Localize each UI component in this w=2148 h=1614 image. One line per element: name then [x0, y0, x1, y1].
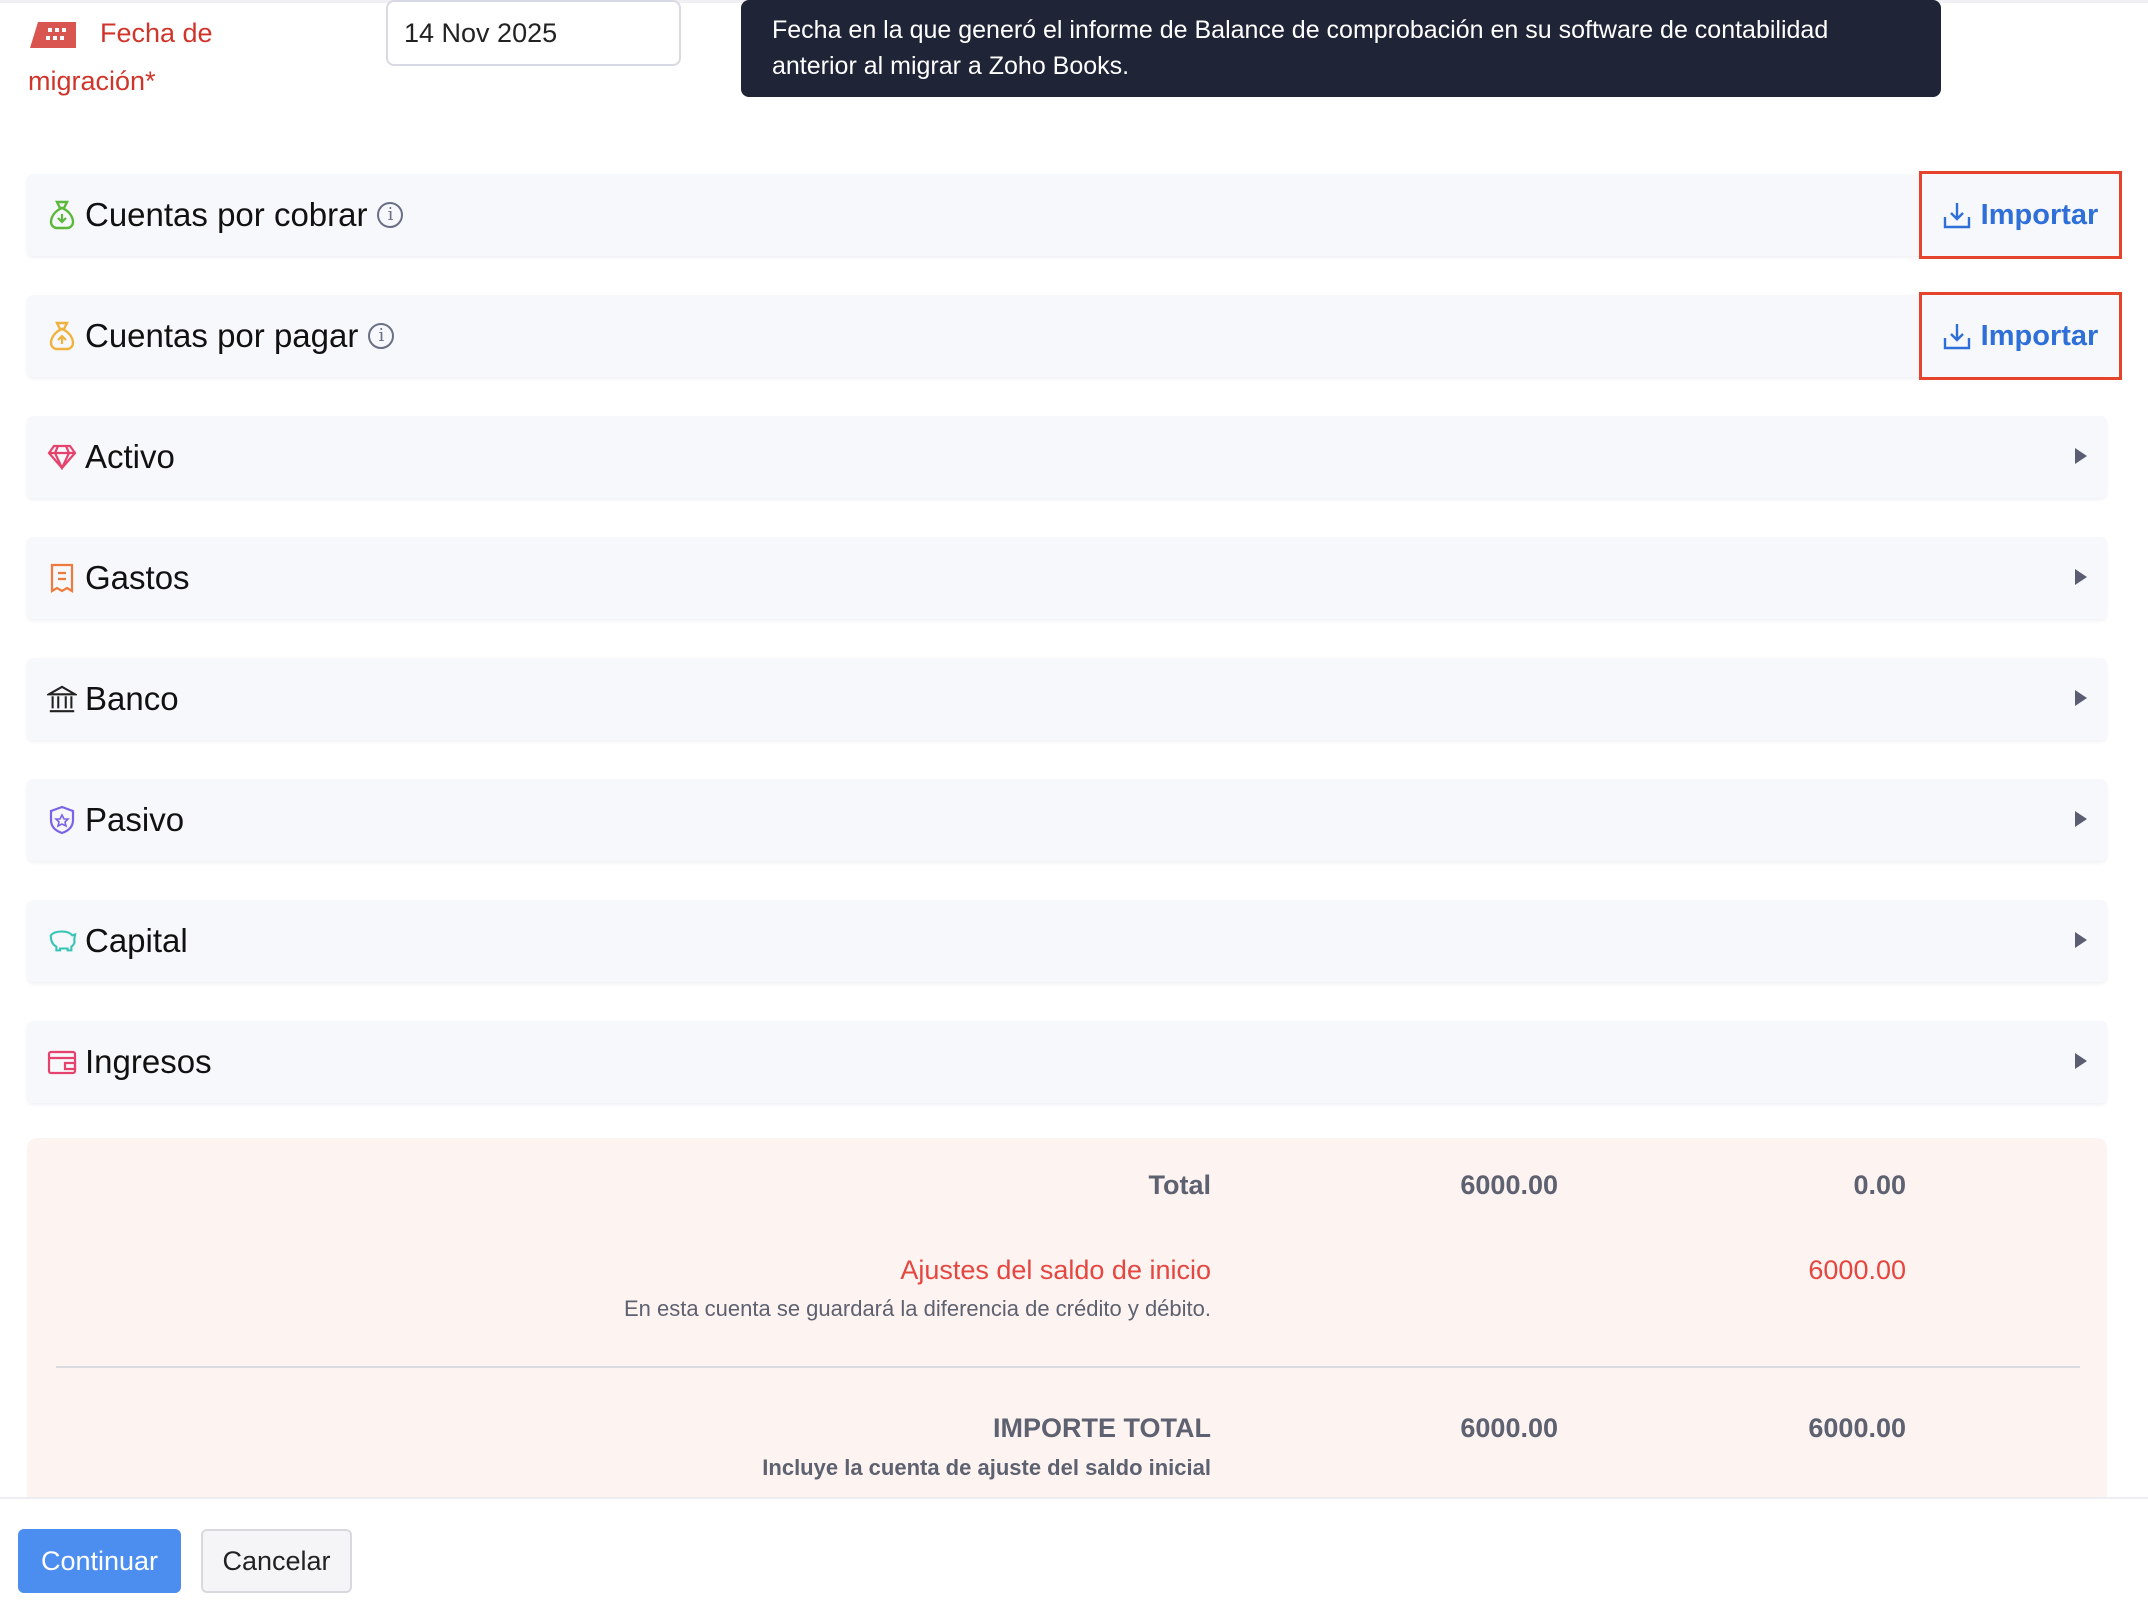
- section-row-activo[interactable]: Activo: [27, 416, 2107, 498]
- adjustment-note: En esta cuenta se guardará la diferencia…: [623, 1296, 1211, 1321]
- adjustment-credit: 6000.00: [1808, 1255, 1906, 1285]
- section-row-ingresos[interactable]: Ingresos: [27, 1021, 2107, 1103]
- continue-button[interactable]: Continuar: [18, 1529, 181, 1593]
- expand-arrow-icon[interactable]: [2075, 690, 2087, 706]
- section-title: Banco: [85, 680, 179, 717]
- section-title: Ingresos: [85, 1043, 212, 1080]
- expand-arrow-icon[interactable]: [2075, 448, 2087, 464]
- section-title: Cuentas por pagar: [85, 317, 359, 354]
- wallet-icon: [47, 1047, 77, 1077]
- section-title: Pasivo: [85, 801, 185, 838]
- money-bag-down-icon: [47, 200, 77, 230]
- section-title: Cuentas por cobrar: [85, 196, 368, 233]
- section-title: Gastos: [85, 559, 190, 596]
- section-row-cuentas-por-pagar[interactable]: Cuentas por pagar i: [27, 295, 2107, 377]
- migration-date-label-2: migración*: [28, 66, 156, 96]
- shield-icon: [47, 805, 77, 835]
- section-row-gastos[interactable]: Gastos: [27, 537, 2107, 619]
- import-label: Importar: [1980, 198, 2099, 231]
- expand-arrow-icon[interactable]: [2075, 1053, 2087, 1069]
- adjustment-label[interactable]: Ajustes del saldo de inicio: [900, 1255, 1211, 1285]
- total-label: Total: [1148, 1170, 1212, 1200]
- expand-arrow-icon[interactable]: [2075, 811, 2087, 827]
- import-button[interactable]: Importar: [1919, 292, 2122, 380]
- grand-total-note: Incluye la cuenta de ajuste del saldo in…: [762, 1455, 1211, 1480]
- divider: [56, 1366, 2080, 1368]
- section-title: Capital: [85, 922, 188, 959]
- section-row-banco[interactable]: Banco: [27, 658, 2107, 740]
- expand-arrow-icon[interactable]: [2075, 932, 2087, 948]
- diamond-icon: [47, 442, 77, 472]
- migration-date-input[interactable]: 14 Nov 2025: [386, 0, 681, 66]
- receipt-icon: [47, 563, 77, 593]
- info-icon[interactable]: i: [377, 202, 404, 228]
- piggy-bank-icon: [47, 926, 77, 956]
- download-icon: [1943, 324, 1970, 350]
- section-row-pasivo[interactable]: Pasivo: [27, 779, 2107, 861]
- calendar-icon: [30, 22, 76, 48]
- grand-total-label: IMPORTE TOTAL: [993, 1413, 1211, 1443]
- info-icon[interactable]: i: [368, 323, 395, 349]
- summary-panel: [27, 1138, 2107, 1518]
- total-debit: 6000.00: [1460, 1170, 1558, 1200]
- bank-icon: [47, 684, 77, 714]
- section-row-capital[interactable]: Capital: [27, 900, 2107, 982]
- cancel-button[interactable]: Cancelar: [201, 1529, 352, 1593]
- section-title: Activo: [85, 438, 175, 475]
- tooltip: Fecha en la que generó el informe de Bal…: [741, 0, 1941, 97]
- expand-arrow-icon[interactable]: [2075, 569, 2087, 585]
- download-icon: [1943, 203, 1970, 229]
- import-label: Importar: [1980, 319, 2099, 352]
- grand-total-debit: 6000.00: [1460, 1413, 1558, 1443]
- grand-total-credit: 6000.00: [1808, 1413, 1906, 1443]
- migration-date-label-1: Fecha de: [100, 18, 213, 48]
- section-row-cuentas-por-cobrar[interactable]: Cuentas por cobrar i: [27, 174, 2107, 256]
- footer-bar: [0, 1497, 2148, 1614]
- total-credit: 0.00: [1853, 1170, 1906, 1200]
- money-bag-up-icon: [47, 321, 77, 351]
- import-button[interactable]: Importar: [1919, 171, 2122, 259]
